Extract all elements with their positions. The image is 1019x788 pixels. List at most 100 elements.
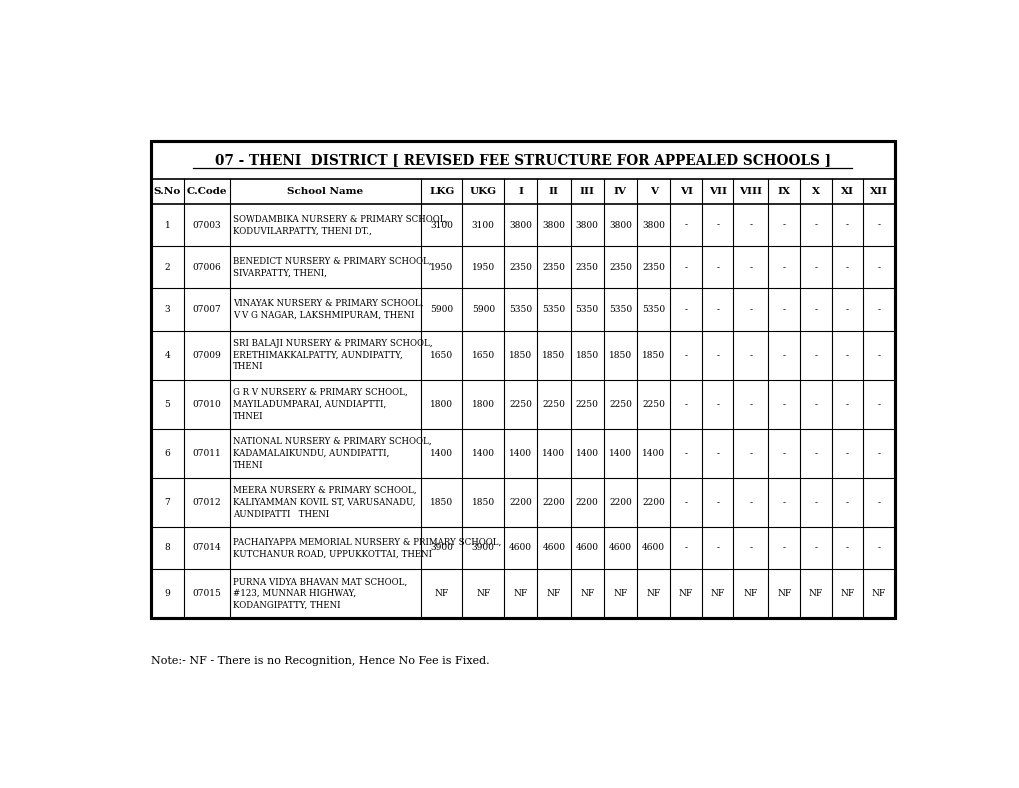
Text: 2250: 2250 xyxy=(575,400,598,409)
Text: -: - xyxy=(845,400,848,409)
Text: -: - xyxy=(684,400,687,409)
Text: -: - xyxy=(684,351,687,359)
Text: -: - xyxy=(876,498,879,507)
Text: 4600: 4600 xyxy=(642,544,664,552)
Text: -: - xyxy=(813,305,816,314)
Text: -: - xyxy=(715,351,718,359)
Text: -: - xyxy=(749,400,752,409)
Text: 3800: 3800 xyxy=(608,221,631,229)
Text: -: - xyxy=(876,449,879,458)
Text: -: - xyxy=(684,262,687,272)
Text: -: - xyxy=(782,351,785,359)
Text: NF: NF xyxy=(808,589,822,598)
Text: V: V xyxy=(649,187,657,196)
Bar xyxy=(151,141,894,618)
Text: MEERA NURSERY & PRIMARY SCHOOL,
KALIYAMMAN KOVIL ST, VARUSANADU,
AUNDIPATTI   TH: MEERA NURSERY & PRIMARY SCHOOL, KALIYAMM… xyxy=(232,486,416,519)
Text: -: - xyxy=(684,305,687,314)
Text: 07014: 07014 xyxy=(193,544,221,552)
Text: -: - xyxy=(684,221,687,229)
Text: 1850: 1850 xyxy=(542,351,565,359)
Text: 7: 7 xyxy=(164,498,170,507)
Text: -: - xyxy=(715,544,718,552)
Text: -: - xyxy=(715,262,718,272)
Text: -: - xyxy=(813,449,816,458)
Text: XI: XI xyxy=(840,187,853,196)
Text: 5350: 5350 xyxy=(642,305,664,314)
Text: 1400: 1400 xyxy=(608,449,632,458)
Text: 2350: 2350 xyxy=(508,262,532,272)
Text: -: - xyxy=(715,305,718,314)
Text: 2: 2 xyxy=(164,262,170,272)
Text: NF: NF xyxy=(776,589,791,598)
Text: -: - xyxy=(876,262,879,272)
Text: 1950: 1950 xyxy=(471,262,494,272)
Text: 07010: 07010 xyxy=(193,400,221,409)
Text: 1850: 1850 xyxy=(575,351,598,359)
Text: 4: 4 xyxy=(164,351,170,359)
Text: NF: NF xyxy=(612,589,627,598)
Text: -: - xyxy=(749,221,752,229)
Text: 5350: 5350 xyxy=(542,305,565,314)
Text: -: - xyxy=(715,400,718,409)
Text: 1850: 1850 xyxy=(642,351,664,359)
Text: 2200: 2200 xyxy=(508,498,532,507)
Text: -: - xyxy=(813,400,816,409)
Text: 3800: 3800 xyxy=(508,221,532,229)
Text: 2350: 2350 xyxy=(542,262,565,272)
Text: XII: XII xyxy=(869,187,888,196)
Text: G R V NURSERY & PRIMARY SCHOOL,
MAYILADUMPARAI, AUNDIAPTTI,
THNEI: G R V NURSERY & PRIMARY SCHOOL, MAYILADU… xyxy=(232,388,408,421)
Text: NF: NF xyxy=(679,589,693,598)
Text: 1650: 1650 xyxy=(430,351,452,359)
Text: IV: IV xyxy=(613,187,627,196)
Text: III: III xyxy=(579,187,594,196)
Text: -: - xyxy=(845,305,848,314)
Text: 1400: 1400 xyxy=(472,449,494,458)
Text: 3900: 3900 xyxy=(430,544,452,552)
Text: NF: NF xyxy=(710,589,725,598)
Text: 2200: 2200 xyxy=(576,498,598,507)
Text: 1400: 1400 xyxy=(430,449,452,458)
Text: -: - xyxy=(782,221,785,229)
Text: -: - xyxy=(715,449,718,458)
Text: -: - xyxy=(684,544,687,552)
Text: SOWDAMBIKA NURSERY & PRIMARY SCHOOL,
KODUVILARPATTY, THENI DT.,: SOWDAMBIKA NURSERY & PRIMARY SCHOOL, KOD… xyxy=(232,214,447,236)
Text: -: - xyxy=(782,449,785,458)
Text: 1850: 1850 xyxy=(608,351,632,359)
Text: 2350: 2350 xyxy=(575,262,598,272)
Text: 3100: 3100 xyxy=(472,221,494,229)
Text: 1: 1 xyxy=(164,221,170,229)
Text: VII: VII xyxy=(708,187,726,196)
Text: NF: NF xyxy=(871,589,886,598)
Text: 3: 3 xyxy=(164,305,170,314)
Text: -: - xyxy=(715,498,718,507)
Text: C.Code: C.Code xyxy=(186,187,227,196)
Text: 4600: 4600 xyxy=(608,544,632,552)
Text: -: - xyxy=(749,305,752,314)
Text: -: - xyxy=(845,544,848,552)
Text: -: - xyxy=(749,544,752,552)
Text: -: - xyxy=(845,498,848,507)
Text: -: - xyxy=(813,262,816,272)
Text: School Name: School Name xyxy=(287,187,363,196)
Text: NF: NF xyxy=(646,589,660,598)
Text: -: - xyxy=(715,221,718,229)
Text: 2250: 2250 xyxy=(642,400,664,409)
Text: 07007: 07007 xyxy=(193,305,221,314)
Text: UKG: UKG xyxy=(469,187,496,196)
Text: NF: NF xyxy=(476,589,490,598)
Text: 5900: 5900 xyxy=(430,305,452,314)
Text: 8: 8 xyxy=(164,544,170,552)
Text: -: - xyxy=(684,498,687,507)
Text: 4600: 4600 xyxy=(575,544,598,552)
Text: 4600: 4600 xyxy=(542,544,565,552)
Text: 1950: 1950 xyxy=(430,262,452,272)
Text: 07003: 07003 xyxy=(193,221,221,229)
Text: 1650: 1650 xyxy=(471,351,494,359)
Text: PACHAIYAPPA MEMORIAL NURSERY & PRIMARY SCHOOL,
KUTCHANUR ROAD, UPPUKKOTTAI, THEN: PACHAIYAPPA MEMORIAL NURSERY & PRIMARY S… xyxy=(232,537,500,559)
Text: -: - xyxy=(782,544,785,552)
Text: 2350: 2350 xyxy=(642,262,664,272)
Text: -: - xyxy=(813,351,816,359)
Text: 2250: 2250 xyxy=(608,400,631,409)
Text: 1850: 1850 xyxy=(508,351,532,359)
Text: NF: NF xyxy=(580,589,594,598)
